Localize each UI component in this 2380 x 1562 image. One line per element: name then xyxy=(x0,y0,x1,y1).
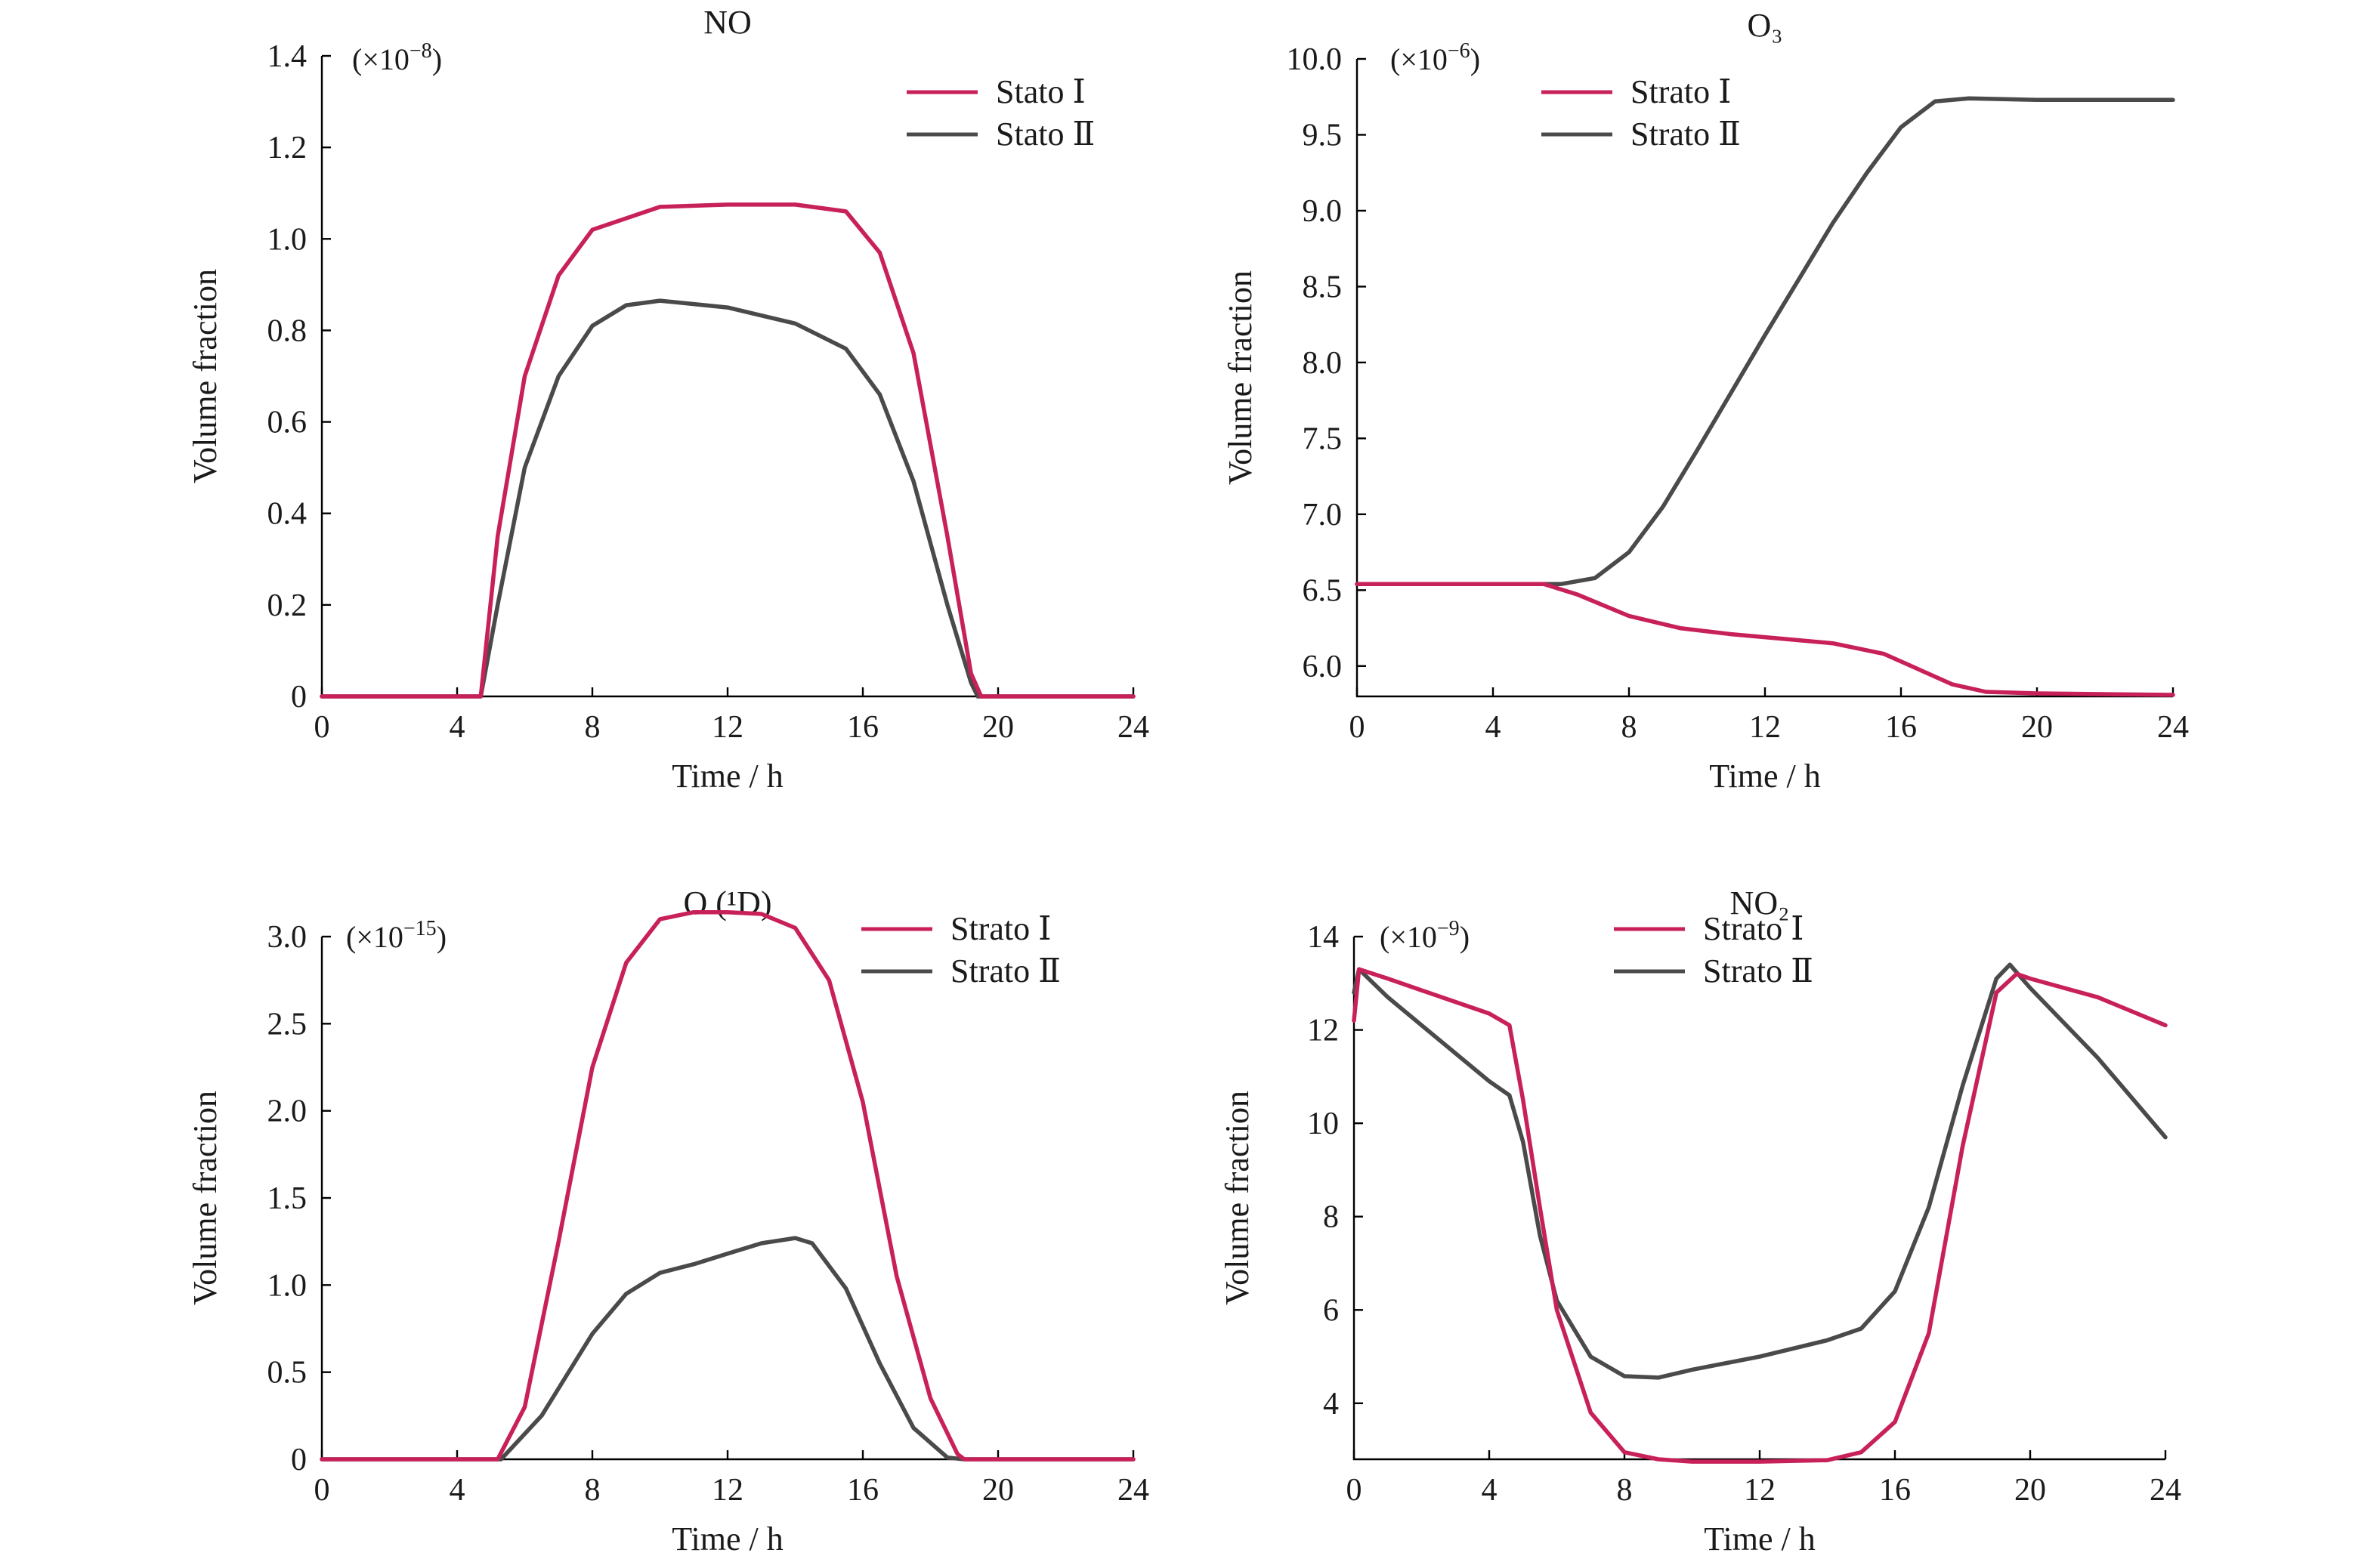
series-line-1 xyxy=(320,909,1136,1462)
y-axis-label: Volume fraction xyxy=(1219,1091,1256,1305)
series-line-2 xyxy=(320,298,1136,699)
x-tick-label: 8 xyxy=(1621,710,1637,745)
x-axis-label: Time / h xyxy=(1709,758,1821,795)
y-tick-label: 9.0 xyxy=(1303,194,1343,229)
x-tick-label: 8 xyxy=(1617,1473,1633,1508)
series-line-1 xyxy=(1355,582,2175,697)
y-tick-label: 9.5 xyxy=(1303,118,1343,153)
legend-label: Strato Ⅰ xyxy=(1703,910,1804,947)
y-tick-label: 6.0 xyxy=(1303,650,1343,684)
x-tick-label: 24 xyxy=(1117,710,1149,745)
y-axis-label: Volume fraction xyxy=(187,269,224,483)
x-tick-label: 4 xyxy=(450,1473,465,1508)
x-tick-label: 4 xyxy=(1482,1473,1498,1508)
x-tick-label: 12 xyxy=(712,1473,743,1508)
y-tick-label: 10 xyxy=(1307,1107,1339,1141)
y-tick-label: 0.5 xyxy=(267,1356,308,1391)
chart-panel-3: O (¹D) 0 4 8 12 16 20 24 0 0.5 1.0 1.5 2.0 2.5 3.0 Time… xyxy=(187,884,1149,1557)
y-tick-label: 0.2 xyxy=(267,588,308,623)
x-tick-label: 24 xyxy=(1117,1473,1149,1508)
legend-label: Stato Ⅱ xyxy=(996,116,1095,153)
x-tick-label: 0 xyxy=(1349,710,1365,745)
legend-label: Strato Ⅰ xyxy=(950,910,1051,947)
x-tick-label: 16 xyxy=(847,710,879,745)
chart-panel-2: O₃ 0 4 8 12 16 20 24 6.0 6.5 7.0 7.5 8.0 8.5 9.0 9.5 10.… xyxy=(1222,7,2189,795)
x-tick-label: 16 xyxy=(1879,1473,1911,1508)
x-tick-label: 0 xyxy=(314,710,330,745)
y-tick-label: 0 xyxy=(291,680,307,715)
x-tick-label: 16 xyxy=(1885,710,1917,745)
x-tick-label: 12 xyxy=(1749,710,1781,745)
y-axis-label: Volume fraction xyxy=(1222,270,1259,485)
x-tick-label: 0 xyxy=(1346,1473,1362,1508)
x-tick-label: 8 xyxy=(585,1473,601,1508)
chart-title: NO xyxy=(703,4,752,41)
chart-title: O (¹D) xyxy=(683,884,771,921)
x-tick-label: 16 xyxy=(847,1473,879,1508)
legend-label: Strato Ⅱ xyxy=(950,952,1061,989)
y-tick-label: 8 xyxy=(1323,1200,1339,1235)
series-line-2 xyxy=(1355,96,2175,587)
y-tick-label: 1.5 xyxy=(267,1181,308,1216)
x-tick-label: 0 xyxy=(314,1473,330,1508)
x-tick-label: 20 xyxy=(982,710,1014,745)
y-tick-label: 8.0 xyxy=(1303,346,1343,381)
y-tick-label: 1.0 xyxy=(267,1268,308,1303)
chart-title: O₃ xyxy=(1747,7,1782,44)
legend-label: Strato Ⅱ xyxy=(1703,952,1813,989)
chart-panel-4: NO₂ 0 4 8 12 16 20 24 4 6 8 10 12 14 Time / h Volume fr… xyxy=(1219,884,2181,1557)
series-line-2 xyxy=(1352,962,2168,1380)
y-tick-label: 12 xyxy=(1307,1014,1339,1048)
y-tick-label: 8.5 xyxy=(1303,270,1343,304)
x-axis-label: Time / h xyxy=(1704,1520,1816,1557)
x-tick-label: 24 xyxy=(2150,1473,2181,1508)
scale-multiplier: (×10−8) xyxy=(352,39,442,76)
y-tick-label: 1.0 xyxy=(267,222,308,257)
y-tick-label: 1.4 xyxy=(267,39,308,74)
legend-label: Stato Ⅰ xyxy=(996,73,1086,110)
y-tick-label: 7.5 xyxy=(1303,421,1343,456)
x-tick-label: 20 xyxy=(2014,1473,2046,1508)
scale-multiplier: (×10−6) xyxy=(1390,39,1480,76)
x-tick-label: 4 xyxy=(450,710,465,745)
y-tick-label: 7.0 xyxy=(1303,498,1343,532)
chart-panel-1: NO 0 4 8 12 16 20 24 0 0.2 0.4 0.6 0.8 1.0 1.2 1.4 Time … xyxy=(187,4,1149,795)
scale-multiplier: (×10−15) xyxy=(346,917,447,954)
x-tick-label: 20 xyxy=(982,1473,1014,1508)
y-tick-label: 1.2 xyxy=(267,131,308,165)
axis-lines xyxy=(320,937,1133,1461)
y-tick-label: 0.4 xyxy=(267,497,308,532)
y-tick-label: 0 xyxy=(291,1443,307,1477)
series-line-1 xyxy=(1352,967,2168,1464)
y-axis-label: Volume fraction xyxy=(187,1091,224,1305)
legend-label: Strato Ⅰ xyxy=(1630,73,1731,110)
y-tick-label: 4 xyxy=(1323,1387,1339,1422)
series-line-1 xyxy=(320,202,1136,699)
y-tick-label: 6 xyxy=(1323,1293,1339,1328)
x-tick-label: 4 xyxy=(1485,710,1501,745)
axis-lines xyxy=(1355,59,2173,698)
y-tick-label: 6.5 xyxy=(1303,573,1343,608)
x-tick-label: 12 xyxy=(712,710,743,745)
x-tick-label: 8 xyxy=(585,710,601,745)
x-tick-label: 20 xyxy=(2021,710,2053,745)
y-tick-label: 14 xyxy=(1307,920,1339,955)
axis-lines xyxy=(1352,937,2165,1461)
x-tick-label: 24 xyxy=(2157,710,2189,745)
y-tick-label: 2.5 xyxy=(267,1007,308,1042)
series-line-2 xyxy=(320,1236,1136,1462)
y-tick-label: 3.0 xyxy=(267,920,308,955)
y-tick-label: 2.0 xyxy=(267,1094,308,1129)
x-axis-label: Time / h xyxy=(672,758,784,795)
legend-label: Strato Ⅱ xyxy=(1630,116,1741,153)
x-tick-label: 12 xyxy=(1744,1473,1776,1508)
scale-multiplier: (×10−9) xyxy=(1380,917,1470,954)
y-tick-label: 0.8 xyxy=(267,313,308,348)
y-tick-label: 10.0 xyxy=(1287,42,1343,77)
y-tick-label: 0.6 xyxy=(267,406,308,440)
chart-title: NO₂ xyxy=(1730,884,1790,921)
x-axis-label: Time / h xyxy=(672,1520,784,1557)
